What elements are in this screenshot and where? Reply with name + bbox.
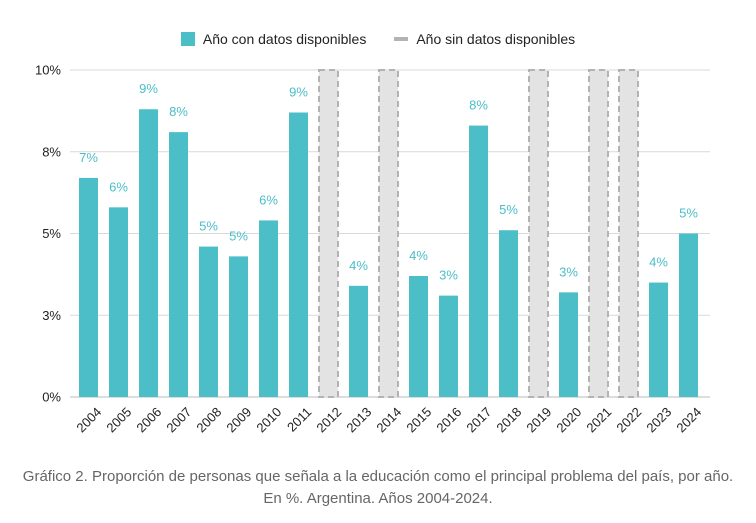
- x-tick-label: 2012: [313, 404, 344, 435]
- x-tick-label: 2009: [223, 404, 254, 435]
- bar-2013: [349, 285, 368, 397]
- data-label-2017: 8%: [469, 98, 488, 113]
- legend-item-unavailable: Año sin datos disponibles: [394, 31, 575, 47]
- x-tick-label: 2011: [284, 404, 314, 434]
- x-tick-label: 2005: [103, 404, 134, 435]
- bar-2015: [409, 276, 428, 397]
- legend-label-available: Año con datos disponibles: [202, 31, 367, 47]
- data-label-2016: 3%: [439, 268, 458, 283]
- y-tick-label: 5%: [42, 226, 61, 241]
- y-tick-label: 0%: [42, 390, 61, 405]
- x-tick-label: 2010: [253, 404, 284, 435]
- chart-caption: Gráfico 2. Proporción de personas que se…: [22, 468, 734, 507]
- x-tick-label: 2013: [343, 404, 374, 435]
- data-label-2020: 3%: [559, 264, 578, 279]
- data-label-2015: 4%: [409, 248, 428, 263]
- x-tick-label: 2023: [643, 404, 674, 435]
- x-tick-label: 2022: [613, 404, 644, 435]
- legend-swatch-unavailable: [394, 37, 409, 41]
- value-labels: 7% 6% 9% 8% 5% 5% 6% 9% 4% 4% 3% 8% 5% 3% 4% 5%: [79, 81, 698, 282]
- unavailable-bar-2014: [378, 69, 399, 398]
- bar-2008: [199, 246, 218, 397]
- data-label-2005: 6%: [109, 179, 128, 194]
- bar-2011: [289, 112, 308, 397]
- data-label-2024: 5%: [679, 206, 698, 221]
- bar-2016: [439, 295, 458, 397]
- chart-legend: Año con datos disponibles Año sin datos …: [0, 29, 756, 49]
- data-label-2009: 5%: [229, 228, 248, 243]
- bar-2005: [109, 207, 128, 397]
- data-label-2023: 4%: [649, 255, 668, 270]
- y-tick-label: 10%: [35, 63, 61, 78]
- bars: [79, 109, 698, 398]
- data-label-2013: 4%: [349, 258, 368, 273]
- bar-2017: [469, 125, 488, 397]
- legend-label-unavailable: Año sin datos disponibles: [416, 31, 576, 47]
- bar-2023: [649, 282, 668, 397]
- x-tick-label: 2018: [493, 404, 524, 435]
- legend-swatch-available: [180, 32, 195, 46]
- data-label-2008: 5%: [199, 219, 218, 234]
- unavailable-year-markers: [318, 69, 639, 398]
- bar-2009: [229, 256, 248, 397]
- data-label-2018: 5%: [499, 202, 518, 217]
- bar-2018: [499, 230, 518, 397]
- x-tick-label: 2021: [583, 404, 614, 435]
- data-label-2004: 7%: [79, 150, 98, 165]
- x-tick-label: 2019: [523, 404, 554, 435]
- bar-2006: [139, 109, 158, 398]
- x-tick-label: 2007: [163, 404, 194, 435]
- data-label-2011: 9%: [289, 85, 308, 100]
- x-tick-label: 2024: [673, 404, 704, 435]
- data-label-2006: 9%: [139, 81, 158, 96]
- data-label-2010: 6%: [259, 192, 278, 207]
- unavailable-bar-2022: [618, 69, 639, 398]
- unavailable-bar-2019: [528, 69, 549, 398]
- legend-item-available: Año con datos disponibles: [180, 31, 367, 47]
- bar-2020: [559, 292, 578, 397]
- data-label-2007: 8%: [169, 104, 188, 119]
- y-tick-label: 8%: [42, 144, 61, 159]
- x-tick-label: 2020: [553, 404, 584, 435]
- x-tick-label: 2016: [433, 404, 464, 435]
- bar-2004: [79, 177, 98, 397]
- bar-chart: 7% 6% 9% 8% 5% 5% 6% 9% 4% 4% 3% 8% 5% 3% 4% 5% 0% 3% 5% 8…: [35, 63, 710, 435]
- bar-2007: [169, 132, 188, 397]
- x-tick-label: 2014: [373, 404, 404, 435]
- y-tick-label: 3%: [42, 308, 61, 323]
- x-tick-label: 2017: [463, 404, 494, 435]
- unavailable-bar-2012: [318, 69, 339, 398]
- unavailable-bar-2021: [588, 69, 609, 398]
- bar-2024: [679, 233, 698, 397]
- bar-2010: [259, 220, 278, 397]
- x-tick-label: 2006: [133, 404, 164, 435]
- y-axis-ticks: 0% 3% 5% 8% 10%: [35, 63, 61, 405]
- x-tick-label: 2008: [193, 404, 224, 435]
- x-tick-label: 2004: [73, 404, 104, 435]
- x-tick-label: 2015: [403, 404, 434, 435]
